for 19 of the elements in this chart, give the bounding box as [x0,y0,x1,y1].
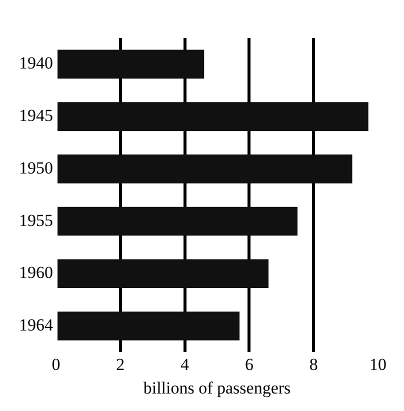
y-tick-label: 1945 [19,106,53,126]
y-tick-label: 1964 [19,315,54,334]
x-tick-label: 6 [244,354,254,374]
y-tick-label: 1940 [19,54,53,73]
bar [58,312,240,340]
y-tick-label: 1955 [19,210,53,230]
x-tick-label: 8 [309,354,318,374]
y-tick-label: 1960 [19,263,53,282]
bar [58,102,368,131]
bar [58,154,352,184]
bar [58,259,269,288]
bar [58,206,298,236]
x-axis-title: billions of passengers [143,378,291,398]
x-tick-label: 0 [52,354,60,374]
bar [58,50,204,79]
x-tick-label: 4 [180,354,190,374]
x-tick-label: 10 [370,354,386,374]
x-tick-label: 2 [116,354,125,374]
y-tick-label: 1950 [19,158,53,178]
